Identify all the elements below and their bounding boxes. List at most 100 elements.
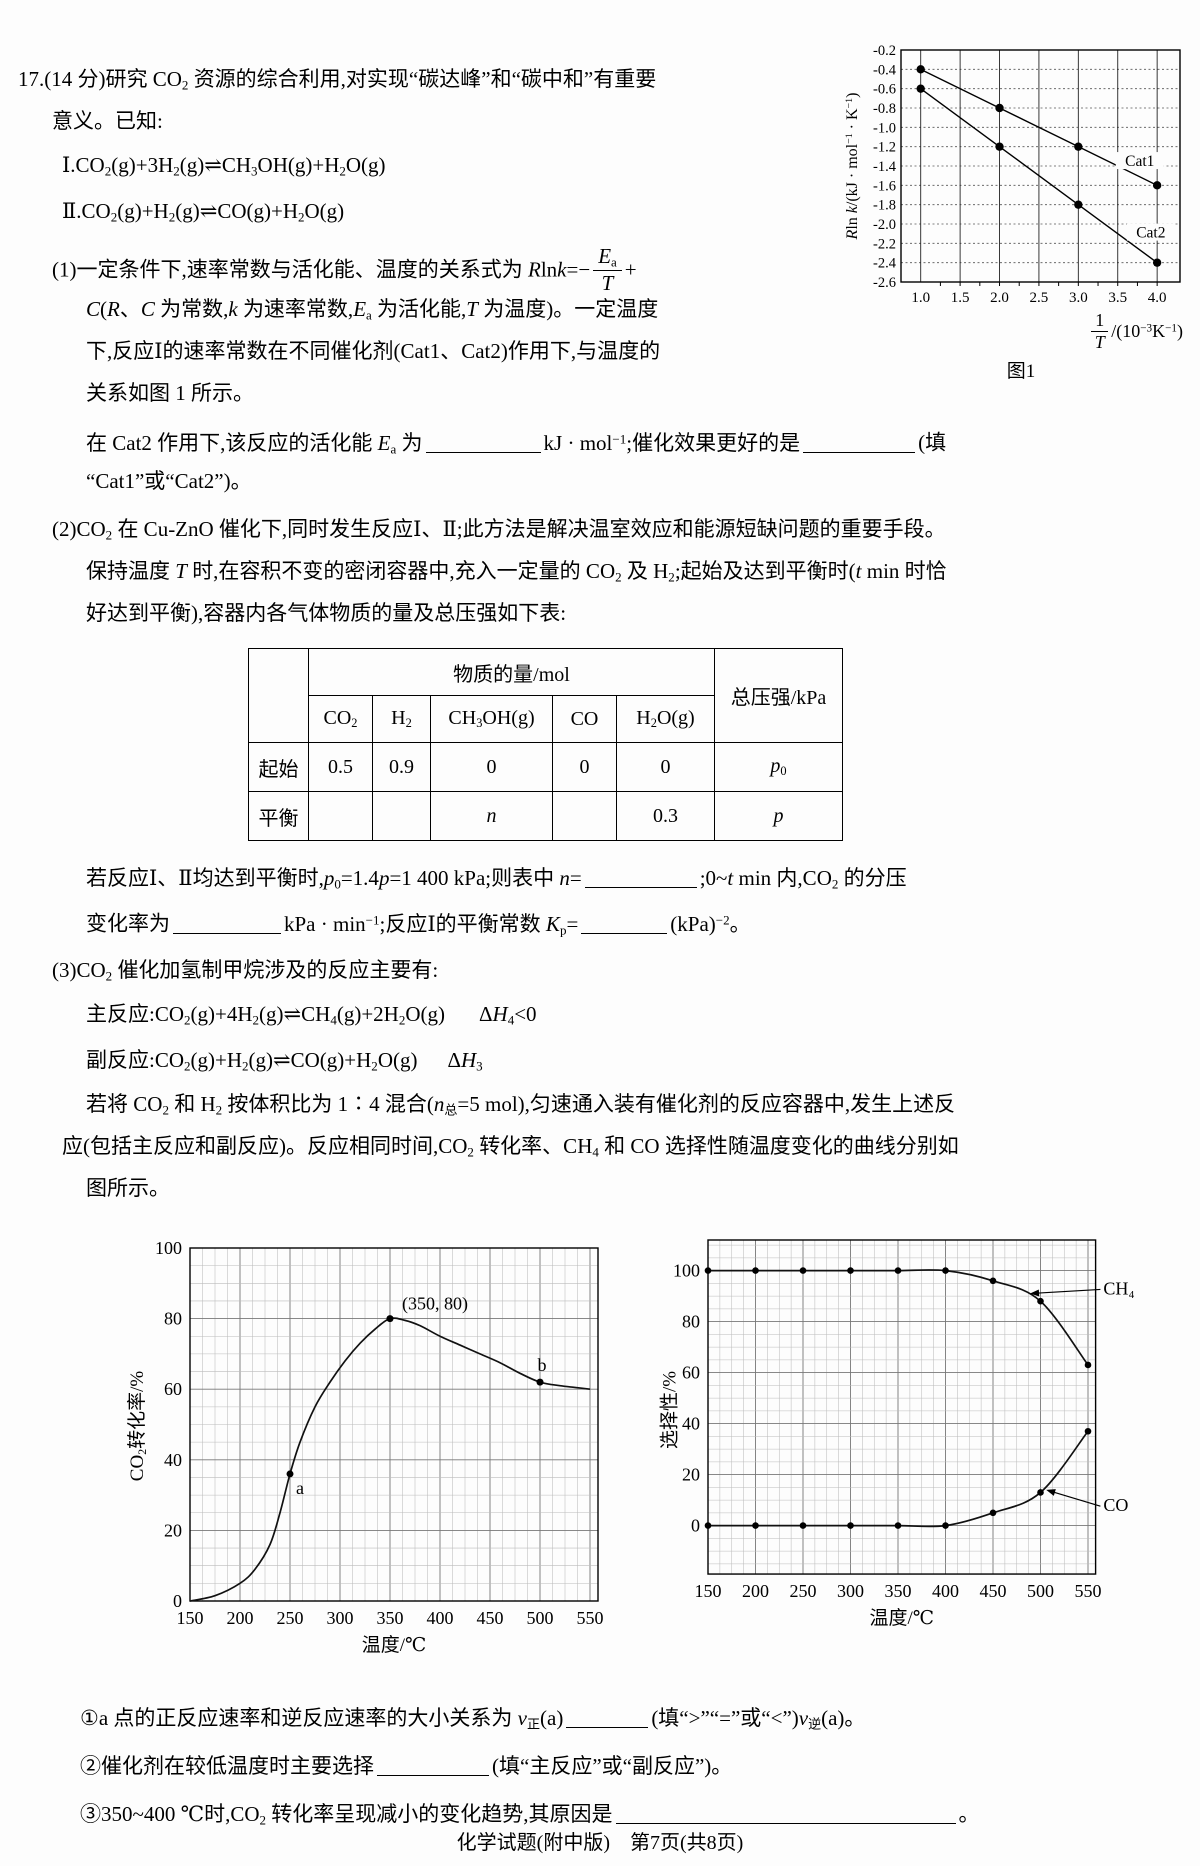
part2-blank-line-2: 变化率为 kPa · min−1;反应Ⅰ的平衡常数 Kp= (kPa)−2。 bbox=[86, 899, 1200, 941]
svg-text:b: b bbox=[538, 1355, 547, 1375]
question-body: 17.(14 分)研究 CO2 资源的综合利用,对实现“碳达峰”和“碳中和”有重… bbox=[18, 58, 1200, 1200]
svg-text:60: 60 bbox=[682, 1363, 700, 1383]
page-footer: 化学试题(附中版) 第7页(共8页) bbox=[456, 1832, 744, 1854]
svg-text:-1.8: -1.8 bbox=[873, 198, 896, 214]
text-run: Ⅰ.CO2(g)+3H2(g)⇌CH3OH(g)+H2O(g) bbox=[62, 153, 386, 179]
fig1-plot: -0.2 -0.4 -0.6 -0.8 -1.0 -1.2 -1.4 -1.6 -1.8 -2.0… bbox=[873, 43, 1181, 306]
axis-unit: /(10−3K−1) bbox=[1111, 321, 1183, 342]
svg-text:CO: CO bbox=[1103, 1495, 1128, 1515]
text-run: 在 Cat2 作用下,该反应的活化能 Ea 为 bbox=[86, 430, 423, 456]
text-run: + bbox=[624, 257, 637, 282]
table-cell: 0 bbox=[616, 742, 715, 792]
svg-text:450: 450 bbox=[477, 1608, 504, 1628]
text-run: (3)CO2 催化加氢制甲烷涉及的反应主要有: bbox=[52, 958, 439, 984]
table-col-header: CO bbox=[552, 695, 617, 743]
sub-questions: ①a 点的正反应速率和逆反应速率的大小关系为 v正(a) (填“>”“=”或“<”… bbox=[0, 1694, 1200, 1838]
svg-text:20: 20 bbox=[164, 1520, 182, 1540]
fig1-y-axis-label: Rln k/(kJ · mol−1 · K−1) bbox=[844, 92, 861, 240]
fraction-numerator: 1 bbox=[1091, 310, 1109, 332]
svg-text:100: 100 bbox=[673, 1261, 700, 1281]
part3-line-1: 若将 CO2 和 H2 按体积比为 1∶4 混合(n总=5 mol),匀速通入装… bbox=[86, 1083, 1200, 1125]
text-run: (14 分)研究 CO2 资源的综合利用,对实现“碳达峰”和“碳中和”有重要 bbox=[44, 67, 657, 93]
answer-blank bbox=[425, 431, 541, 453]
text-run: 图所示。 bbox=[86, 1176, 170, 1200]
text-run: 好达到平衡),容器内各气体物质的量及总压强如下表: bbox=[86, 601, 567, 625]
svg-text:20: 20 bbox=[682, 1465, 700, 1485]
figure-1: Rln k/(kJ · mol−1 · K−1) -0.2 -0.4 -0.6 -0.… bbox=[844, 43, 1197, 383]
svg-text:40: 40 bbox=[164, 1450, 182, 1470]
question-intro-line-1: 17.(14 分)研究 CO2 资源的综合利用,对实现“碳达峰”和“碳中和”有重… bbox=[18, 58, 1200, 100]
table-cell: p0 bbox=[714, 742, 843, 792]
svg-text:300: 300 bbox=[837, 1581, 864, 1601]
svg-text:250: 250 bbox=[790, 1581, 817, 1601]
svg-text:350: 350 bbox=[885, 1581, 912, 1601]
svg-text:-2.0: -2.0 bbox=[873, 217, 896, 233]
sub-question-1: ①a 点的正反应速率和逆反应速率的大小关系为 v正(a) (填“>”“=”或“<”… bbox=[80, 1694, 1200, 1742]
svg-text:温度/℃: 温度/℃ bbox=[870, 1607, 935, 1629]
part2-line-2: 保持温度 T 时,在容积不变的密闭容器中,充入一定量的 CO2 及 H2;起始及… bbox=[86, 550, 1200, 592]
svg-text:3.0: 3.0 bbox=[1069, 290, 1088, 306]
conversion-plot: 0 20 40 60 80 100 150 200 250 300 350 400 450 500 550 温… bbox=[155, 1238, 604, 1656]
table-cell: p bbox=[714, 791, 843, 841]
fig1-x-axis-label: 1 T/(10−3K−1) bbox=[845, 310, 1197, 354]
svg-text:-0.2: -0.2 bbox=[873, 44, 896, 59]
table-col-header: CH3OH(g) bbox=[430, 695, 553, 743]
svg-text:0: 0 bbox=[173, 1591, 182, 1611]
svg-text:2.0: 2.0 bbox=[990, 290, 1009, 306]
part1-line-3: 下,反应Ⅰ的速率常数在不同催化剂(Cat1、Cat2)作用下,与温度的 bbox=[86, 330, 1200, 372]
text-run: (kPa)−2。 bbox=[670, 911, 751, 936]
svg-text:500: 500 bbox=[1027, 1581, 1054, 1601]
svg-text:200: 200 bbox=[227, 1608, 254, 1628]
svg-text:500: 500 bbox=[527, 1608, 554, 1628]
text-run: (填“>”“=”或“<”)v逆(a)。 bbox=[651, 1706, 866, 1732]
svg-text:80: 80 bbox=[682, 1312, 700, 1332]
svg-text:80: 80 bbox=[164, 1309, 182, 1329]
equilibrium-table: 物质的量/mol 总压强/kPa CO2 H2 CH3OH(g) CO H2O(g… bbox=[248, 648, 843, 841]
svg-text:Cat1: Cat1 bbox=[1125, 153, 1154, 170]
table-col-header: H2O(g) bbox=[616, 695, 715, 743]
table-cell: 0.3 bbox=[616, 791, 715, 841]
svg-text:40: 40 bbox=[682, 1414, 700, 1434]
text-run: C(R、C 为常数,k 为速率常数,Ea 为活化能,T 为温度)。一定温度 bbox=[86, 297, 659, 323]
answer-blank bbox=[566, 1706, 649, 1728]
delta-h-main: ΔH4<0 bbox=[479, 1002, 537, 1028]
part1-line-1: (1)一定条件下,速率常数与活化能、温度的关系式为 Rlnk=− Ea T + bbox=[52, 244, 1200, 295]
text-run: (填 bbox=[918, 430, 947, 455]
text-run: 若将 CO2 和 H2 按体积比为 1∶4 混合(n总=5 mol),匀速通入装… bbox=[86, 1092, 956, 1118]
part3-line-2: 应(包括主反应和副反应)。反应相同时间,CO2 转化率、CH4 和 CO 选择性… bbox=[62, 1125, 1200, 1167]
table-col-header: CO2 bbox=[308, 695, 373, 743]
svg-text:-1.6: -1.6 bbox=[873, 178, 896, 194]
text-run: 主反应:CO2(g)+4H2(g)⇌CH4(g)+2H2O(g) bbox=[86, 1002, 445, 1028]
bottom-charts: CO2转化率/% 0 20 40 60 80 100 150 200 250 300 350 400 4… bbox=[0, 1232, 1200, 1672]
answer-blank bbox=[377, 1754, 489, 1776]
svg-text:0: 0 bbox=[691, 1516, 700, 1536]
part1-line-2: C(R、C 为常数,k 为速率常数,Ea 为活化能,T 为温度)。一定温度 bbox=[86, 288, 1200, 330]
table-row: 起始 0.5 0.9 0 0 0 p0 bbox=[248, 742, 843, 792]
fraction-ea-over-t: Ea T bbox=[593, 244, 622, 295]
svg-text:1.0: 1.0 bbox=[911, 290, 930, 306]
part3-side-reaction: 副反应:CO2(g)+H2(g)⇌CO(g)+H2O(g) ΔH3 bbox=[86, 1037, 1200, 1083]
svg-text:-0.6: -0.6 bbox=[873, 82, 896, 98]
table-cell bbox=[372, 791, 431, 841]
text-run: (2)CO2 在 Cu-ZnO 催化下,同时发生反应Ⅰ、Ⅱ;此方法是解决温室效应… bbox=[52, 517, 946, 543]
text-run: “Cat1”或“Cat2”)。 bbox=[86, 469, 252, 493]
table-cell: 0 bbox=[552, 742, 617, 792]
selectivity-plot: 0 20 40 60 80 100 150 200 250 300 350 400 450 500 550 温… bbox=[673, 1239, 1135, 1629]
svg-text:-1.2: -1.2 bbox=[873, 140, 896, 156]
table-col-header: H2 bbox=[372, 695, 431, 743]
svg-text:300: 300 bbox=[327, 1608, 354, 1628]
row-label: 平衡 bbox=[248, 791, 309, 841]
svg-text:4.0: 4.0 bbox=[1148, 290, 1167, 306]
table-group-header: 物质的量/mol bbox=[308, 648, 715, 696]
text-run: kPa · min−1;反应Ⅰ的平衡常数 Kp= bbox=[284, 911, 579, 937]
svg-text:-0.8: -0.8 bbox=[873, 101, 896, 117]
fig1-caption: 图1 bbox=[1006, 361, 1036, 382]
part2-blank-line-1: 若反应Ⅰ、Ⅱ均达到平衡时,p0=1.4p=1 400 kPa;则表中 n= ;0~… bbox=[86, 857, 1200, 899]
fraction-denominator: T bbox=[1094, 332, 1105, 352]
svg-text:60: 60 bbox=[164, 1379, 182, 1399]
svg-text:150: 150 bbox=[695, 1581, 722, 1601]
part3-main-reaction: 主反应:CO2(g)+4H2(g)⇌CH4(g)+2H2O(g) ΔH4<0 bbox=[86, 991, 1200, 1037]
text-run: 若反应Ⅰ、Ⅱ均达到平衡时,p0=1.4p=1 400 kPa;则表中 n= bbox=[86, 866, 582, 892]
svg-text:350: 350 bbox=[377, 1608, 404, 1628]
